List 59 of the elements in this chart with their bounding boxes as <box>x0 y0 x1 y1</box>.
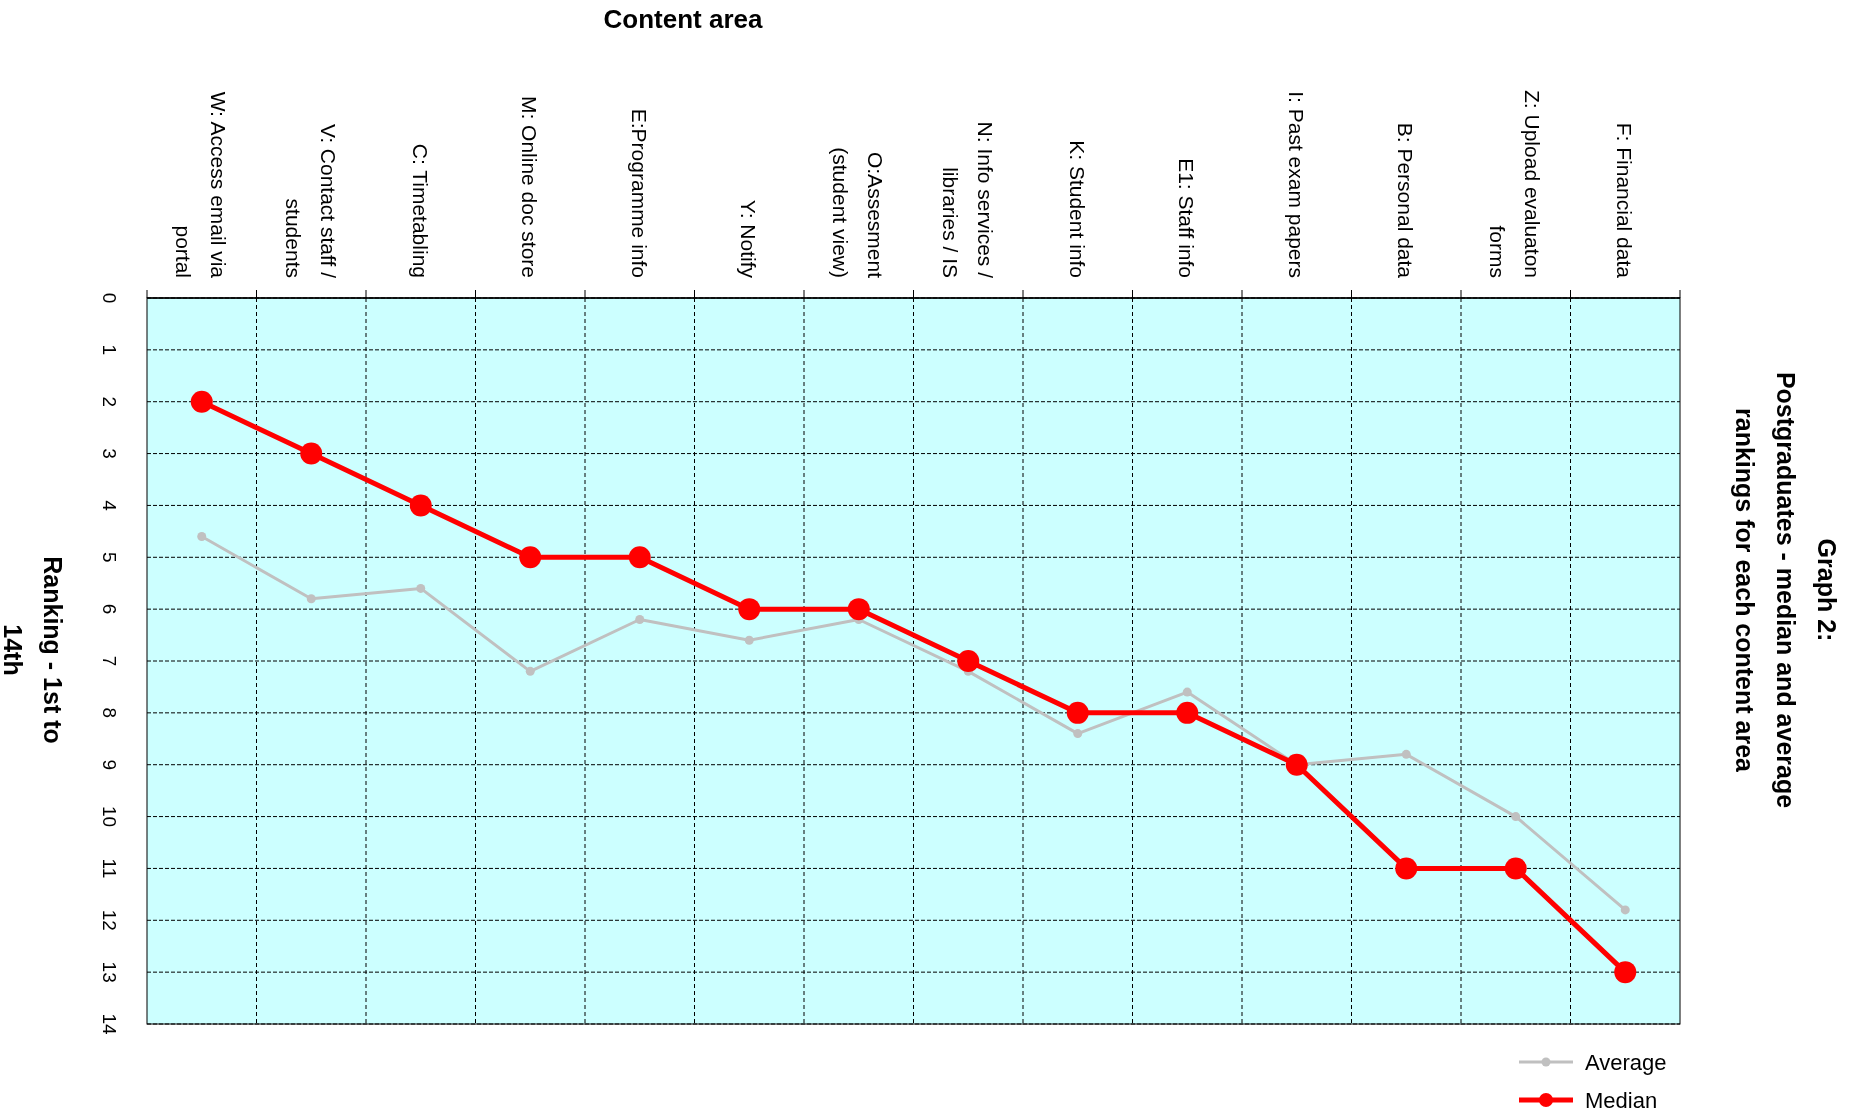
y-tick-label: 1 <box>98 344 120 356</box>
y-tick-label: 4 <box>98 500 120 512</box>
point <box>957 650 980 672</box>
x-tick-label: Y: Notify <box>737 199 761 279</box>
point <box>1182 687 1192 697</box>
x-axis-title: Content area <box>603 4 763 34</box>
x-tick-label: W: Access email via portal <box>172 91 231 279</box>
x-tick-label: M: Online doc store <box>518 95 542 278</box>
legend-label: Average <box>1585 1049 1667 1075</box>
point <box>847 598 870 621</box>
point <box>1066 701 1089 724</box>
point <box>1511 812 1521 822</box>
y-tick-label: 0 <box>98 292 120 304</box>
y-tick-label: 5 <box>98 552 120 563</box>
y-axis-title: Ranking - 1st to 14th <box>0 556 67 744</box>
point <box>1620 905 1630 915</box>
x-tick-label: C: Timetabling <box>409 143 433 278</box>
x-tick-label: Z: Upload evaluaton forms <box>1486 90 1545 278</box>
point <box>635 615 645 625</box>
point <box>628 546 651 569</box>
point <box>1614 961 1637 984</box>
point <box>306 594 316 604</box>
point <box>1401 749 1411 759</box>
y-tick-label: 7 <box>98 655 120 667</box>
point <box>525 666 535 676</box>
point <box>1073 729 1083 739</box>
point <box>519 546 542 569</box>
x-tick-label: O:Assesment (student view) <box>829 147 888 279</box>
y-tick-label: 8 <box>98 707 120 719</box>
x-tick-label: I: Past exam papers <box>1285 91 1309 278</box>
point <box>300 442 323 465</box>
y-tick-label: 3 <box>98 448 120 459</box>
y-tick-label: 10 <box>98 806 120 828</box>
point <box>1285 753 1308 776</box>
point <box>190 390 213 413</box>
legend-label: Median <box>1585 1087 1658 1113</box>
y-tick-label: 9 <box>98 759 120 770</box>
y-tick-label: 12 <box>98 909 120 931</box>
x-tick-label: N: Info services / libraries / IS <box>939 121 998 279</box>
y-tick-label: 11 <box>98 858 120 879</box>
x-tick-label: B: Personal data <box>1394 122 1418 279</box>
y-tick-label: 6 <box>98 603 120 615</box>
point <box>409 494 432 517</box>
point <box>197 532 207 542</box>
point <box>416 583 426 593</box>
x-tick-label: E:Programme info <box>628 108 652 278</box>
x-tick-label: V: Contact staff / students <box>282 123 341 279</box>
y-tick-label: 2 <box>98 396 120 407</box>
y-tick-label: 14 <box>98 1013 120 1035</box>
point <box>1504 857 1527 880</box>
point <box>744 635 754 645</box>
text: Graph 2: Postgraduates - median and average rankings for each content area <box>1731 371 1841 809</box>
y-tick-label: 13 <box>98 961 120 983</box>
x-tick-label: F: Financial data <box>1613 122 1637 279</box>
point <box>738 598 761 621</box>
x-tick-label: K: Student info <box>1066 140 1090 278</box>
point <box>1176 701 1199 724</box>
point <box>1395 857 1418 880</box>
x-tick-label: E1: Staff info <box>1175 158 1199 278</box>
